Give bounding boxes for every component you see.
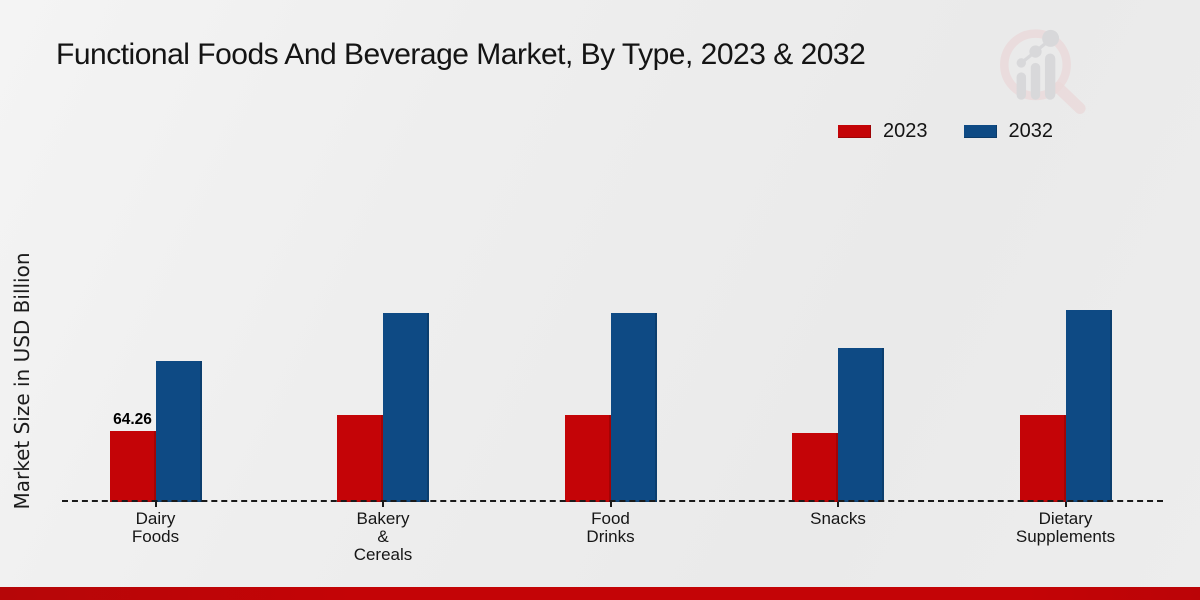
- bar-2023-bakery-cereals: [337, 415, 383, 502]
- bar-2023-food-drinks: [564, 414, 611, 502]
- brand-watermark-logo: [1000, 29, 1086, 114]
- x-tick-dietary-supplements: [1064, 502, 1067, 507]
- bar-2032-food-drinks: [610, 312, 657, 502]
- x-axis-label-food-drinks: Food Drinks: [586, 509, 635, 546]
- bar-2023-dietary-supplements: [1019, 415, 1066, 502]
- x-axis-baseline: [62, 500, 1163, 502]
- x-tick-snacks: [837, 502, 839, 507]
- bar-2023-dairy-foods: [109, 430, 156, 502]
- bar-2032-dairy-foods: [155, 360, 202, 502]
- bar-value-label: 64.26: [113, 410, 152, 428]
- legend-label-2032: 2032: [1008, 120, 1054, 142]
- x-tick-food-drinks: [609, 502, 612, 507]
- footer-accent-bar: [0, 587, 1200, 600]
- legend-item-2032: 2032: [963, 120, 1054, 143]
- bar-2032-bakery-cereals: [383, 312, 429, 502]
- legend: 2023 2032: [838, 120, 1053, 143]
- x-axis-label-dairy-foods: Dairy Foods: [131, 509, 180, 546]
- x-axis-label-bakery-cereals: Bakery & Cereals: [353, 509, 413, 564]
- bar-2032-snacks: [838, 348, 884, 502]
- bar-chart-icon: [1016, 29, 1060, 100]
- x-tick-bakery-cereals: [382, 502, 384, 507]
- bar-2023-snacks: [792, 433, 838, 502]
- legend-label-2023: 2023: [883, 120, 928, 142]
- x-tick-dairy-foods: [154, 502, 157, 507]
- bar-2032-dietary-supplements: [1065, 310, 1112, 502]
- x-axis-label-dietary-supplements: Dietary Supplements: [1015, 509, 1116, 546]
- x-axis-label-snacks: Snacks: [810, 509, 866, 528]
- legend-item-2023: 2023: [838, 120, 928, 143]
- page-title: Functional Foods And Beverage Market, By…: [56, 38, 866, 71]
- legend-swatch-2032: [963, 125, 997, 138]
- legend-swatch-2023: [838, 125, 871, 138]
